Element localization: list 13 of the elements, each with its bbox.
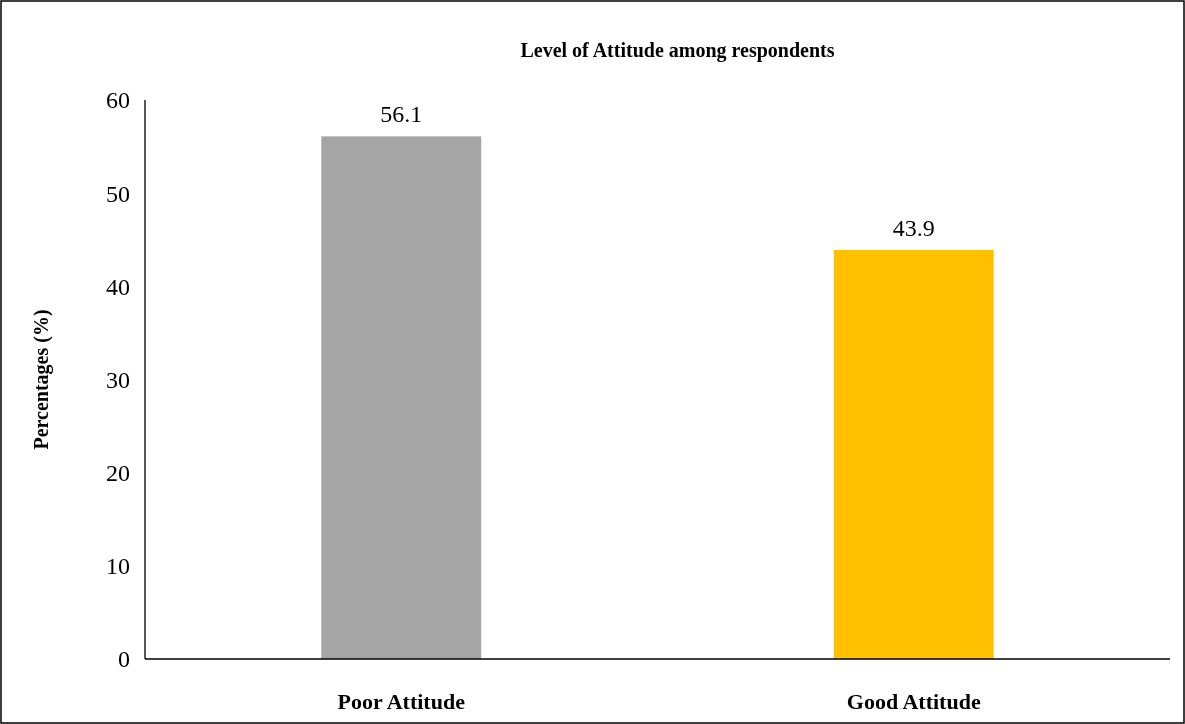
y-tick-label: 10 [106,553,130,580]
y-tick-label: 0 [118,646,130,673]
x-tick-label: Good Attitude [846,689,981,714]
y-tick-label: 30 [106,366,130,393]
data-label: 56.1 [380,101,423,128]
y-tick-label: 60 [106,87,130,114]
x-tick-label: Poor Attitude [337,689,466,714]
y-tick-label: 40 [106,273,130,300]
y-axis-title: Percentages (%) [30,309,53,450]
data-label: 43.9 [892,215,935,241]
chart-title: Level of Attitude among respondents [520,39,835,62]
y-tick-label: 50 [106,180,130,207]
y-tick-label: 20 [106,460,130,487]
